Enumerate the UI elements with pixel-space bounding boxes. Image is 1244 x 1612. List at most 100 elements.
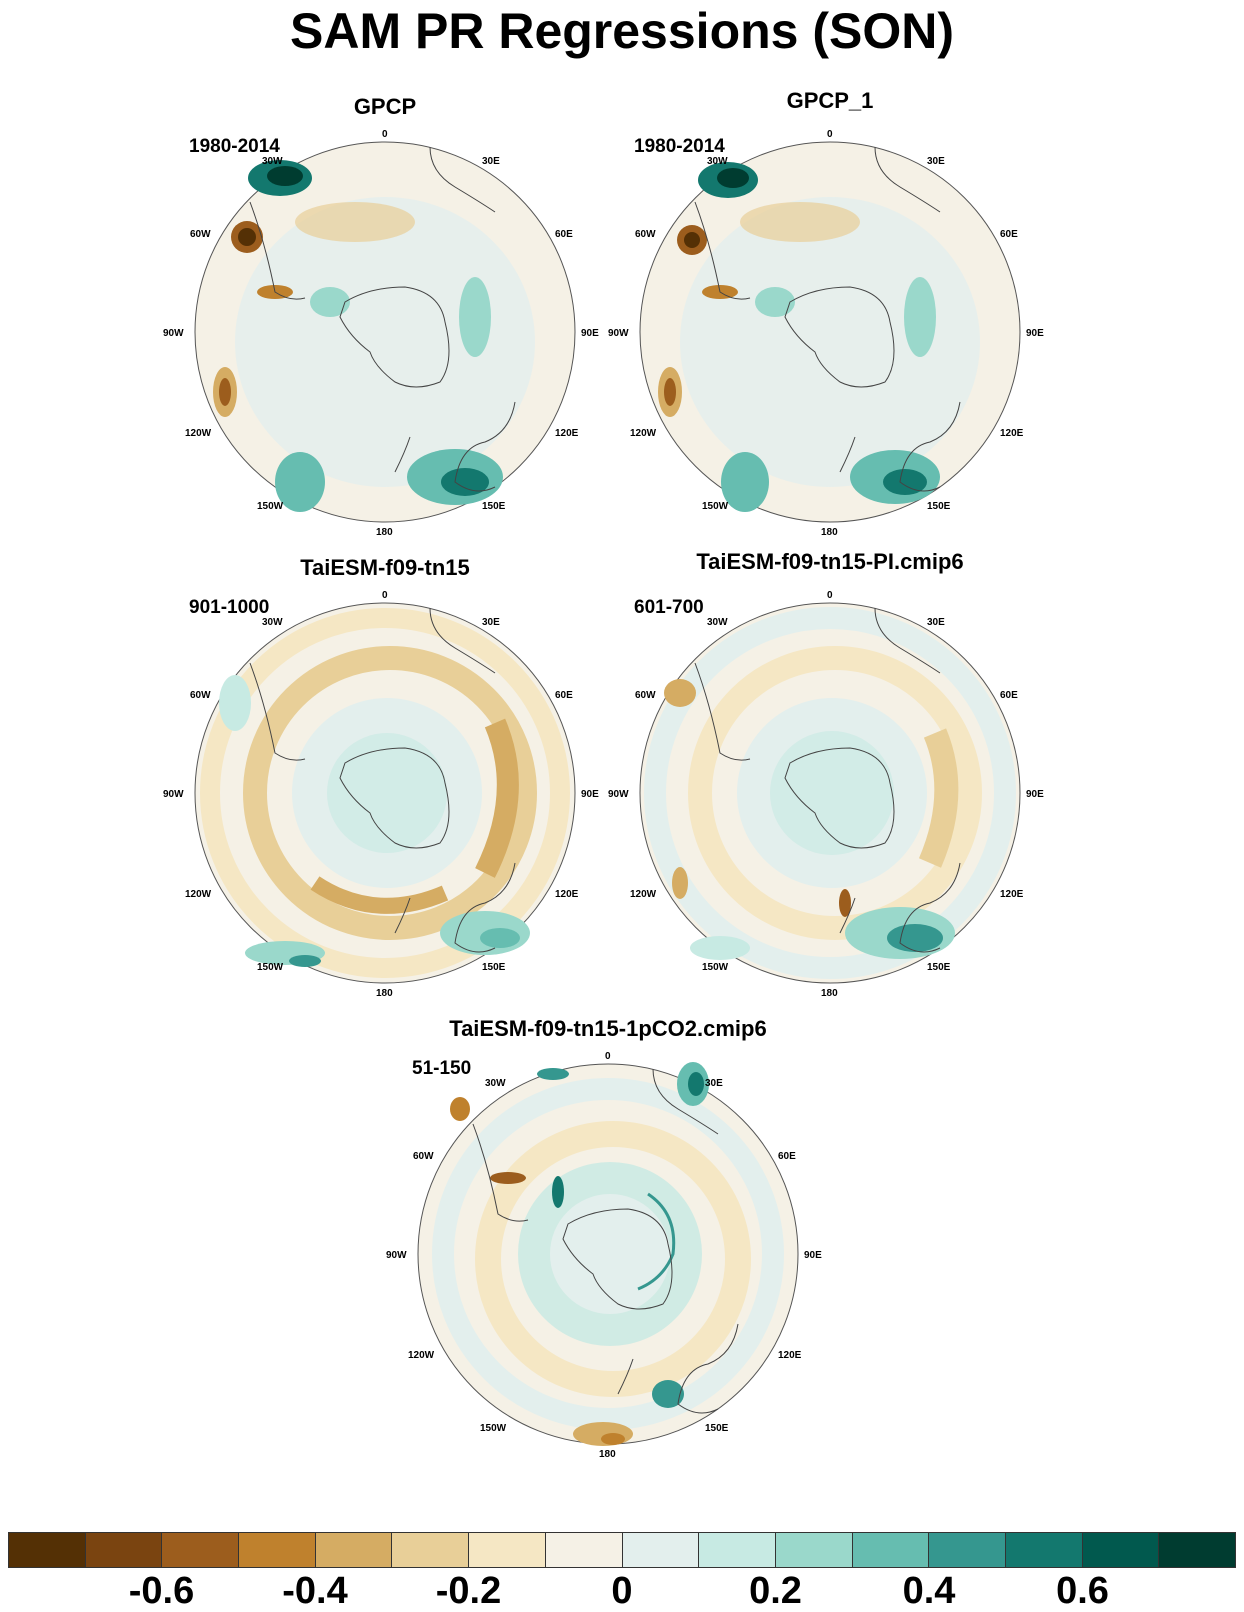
colorbar-swatch [1082, 1533, 1160, 1567]
colorbar-tick-label: 0.6 [1056, 1570, 1109, 1612]
lon-label-90e: 90E [804, 1250, 822, 1261]
lon-label-180: 180 [821, 527, 838, 538]
lon-label-0: 0 [827, 590, 833, 601]
lon-label-0: 0 [382, 129, 388, 140]
colorbar-swatch [852, 1533, 930, 1567]
lon-label-30e: 30E [927, 617, 945, 628]
lon-label-120w: 120W [630, 428, 657, 439]
polar-map: 0 30E 60E 90E 120E 150E 180 150W 120W 90… [163, 590, 599, 999]
lon-label-30e: 30E [482, 617, 500, 628]
lon-label-180: 180 [599, 1449, 616, 1460]
lon-label-60e: 60E [1000, 690, 1018, 701]
colorbar-tick-label: 0 [611, 1570, 633, 1612]
polar-map: 0 30E 60E 90E 120E 150E 180 150W 120W 90… [608, 129, 1044, 538]
panel-period: 901-1000 [189, 597, 270, 618]
panel-title: GPCP [353, 94, 417, 119]
lon-label-60e: 60E [555, 690, 573, 701]
figure-title: SAM PR Regressions (SON) [289, 3, 954, 59]
lon-label-60w: 60W [635, 690, 656, 701]
colorbar-swatch [162, 1533, 240, 1567]
lon-label-60e: 60E [778, 1151, 796, 1162]
colorbar-tick-label: -0.6 [128, 1570, 195, 1612]
lon-label-120e: 120E [1000, 428, 1024, 439]
lon-label-30e: 30E [927, 156, 945, 167]
colorbar-tick-label: 0.4 [902, 1570, 956, 1612]
lon-label-150e: 150E [927, 962, 951, 973]
lon-label-150e: 150E [705, 1423, 729, 1434]
lon-label-60e: 60E [1000, 229, 1018, 240]
lon-label-30w: 30W [262, 156, 283, 167]
colorbar-swatch [545, 1533, 623, 1567]
lon-label-120e: 120E [555, 428, 579, 439]
lon-label-150e: 150E [482, 962, 506, 973]
colorbar-swatch [775, 1533, 853, 1567]
colorbar-swatch [9, 1533, 86, 1567]
lon-label-90e: 90E [581, 789, 599, 800]
lon-label-30w: 30W [707, 156, 728, 167]
lon-label-30w: 30W [262, 617, 283, 628]
map-panel-gpcp: GPCP 1980-2014 0 30E 60E 90E 120E [155, 92, 615, 552]
colorbar-swatch [85, 1533, 163, 1567]
colorbar-swatch [315, 1533, 393, 1567]
colorbar-swatch [622, 1533, 700, 1567]
lon-label-150w: 150W [257, 962, 284, 973]
colorbar-swatch [1159, 1533, 1235, 1567]
panel-period: 1980-2014 [189, 136, 280, 157]
polar-map: 0 30E 60E 90E 120E 150E 180 150W 120W 90… [163, 129, 599, 538]
panel-period: 601-700 [634, 597, 704, 618]
lon-label-120w: 120W [185, 428, 212, 439]
polar-map: 0 30E 60E 90E 120E 150E 180 150W 120W 90… [386, 1051, 822, 1460]
panel-period: 51-150 [412, 1058, 472, 1079]
colorbar-tick-label: 0.2 [749, 1570, 802, 1612]
lon-label-60e: 60E [555, 229, 573, 240]
lon-label-150w: 150W [702, 962, 729, 973]
lon-label-120w: 120W [185, 889, 212, 900]
polar-map: 0 30E 60E 90E 120E 150E 180 150W 120W 90… [608, 590, 1044, 999]
lon-label-30w: 30W [485, 1078, 506, 1089]
colorbar-swatch [929, 1533, 1006, 1567]
lon-label-60w: 60W [413, 1151, 434, 1162]
lon-label-0: 0 [382, 590, 388, 601]
lon-label-90w: 90W [163, 328, 184, 339]
lon-label-120e: 120E [1000, 889, 1024, 900]
lon-label-150e: 150E [927, 501, 951, 512]
colorbar-swatch [1005, 1533, 1083, 1567]
lon-label-30e: 30E [482, 156, 500, 167]
lon-label-90e: 90E [581, 328, 599, 339]
lon-label-90w: 90W [386, 1250, 407, 1261]
colorbar-tick-label: -0.2 [435, 1570, 502, 1612]
colorbar-swatch [469, 1533, 546, 1567]
panel-period: 1980-2014 [634, 136, 725, 157]
panel-title: GPCP_1 [786, 88, 874, 113]
panel-title: TaiESM-f09-tn15 [300, 555, 470, 580]
lon-label-30e: 30E [705, 1078, 723, 1089]
lon-label-90e: 90E [1026, 789, 1044, 800]
lon-label-90w: 90W [608, 328, 629, 339]
panel-title: TaiESM-f09-tn15-PI.cmip6 [696, 549, 964, 574]
colorbar [8, 1532, 1236, 1568]
panel-title: TaiESM-f09-tn15-1pCO2.cmip6 [449, 1016, 767, 1041]
lon-label-90w: 90W [163, 789, 184, 800]
colorbar-swatch [239, 1533, 316, 1567]
lon-label-60w: 60W [635, 229, 656, 240]
lon-label-120e: 120E [778, 1350, 802, 1361]
lon-label-0: 0 [827, 129, 833, 140]
lon-label-30w: 30W [707, 617, 728, 628]
lon-label-60w: 60W [190, 690, 211, 701]
lon-label-90e: 90E [1026, 328, 1044, 339]
colorbar-swatch [699, 1533, 776, 1567]
colorbar-tick-label: -0.4 [282, 1570, 348, 1612]
map-panel-taiesm-pi: TaiESM-f09-tn15-PI.cmip6 601-700 0 30E 6… [600, 549, 1060, 1013]
lon-label-60w: 60W [190, 229, 211, 240]
map-panel-taiesm: TaiESM-f09-tn15 901-1000 0 30E 60E 90E 1… [155, 553, 615, 1013]
lon-label-150e: 150E [482, 501, 506, 512]
lon-label-150w: 150W [480, 1423, 507, 1434]
lon-label-120e: 120E [555, 889, 579, 900]
lon-label-90w: 90W [608, 789, 629, 800]
colorbar-swatch [392, 1533, 470, 1567]
map-panel-taiesm-1pco2: TaiESM-f09-tn15-1pCO2.cmip6 51-150 0 30E… [378, 1014, 838, 1474]
lon-label-150w: 150W [257, 501, 284, 512]
lon-label-120w: 120W [408, 1350, 435, 1361]
lon-label-0: 0 [605, 1051, 611, 1062]
lon-label-180: 180 [821, 988, 838, 999]
